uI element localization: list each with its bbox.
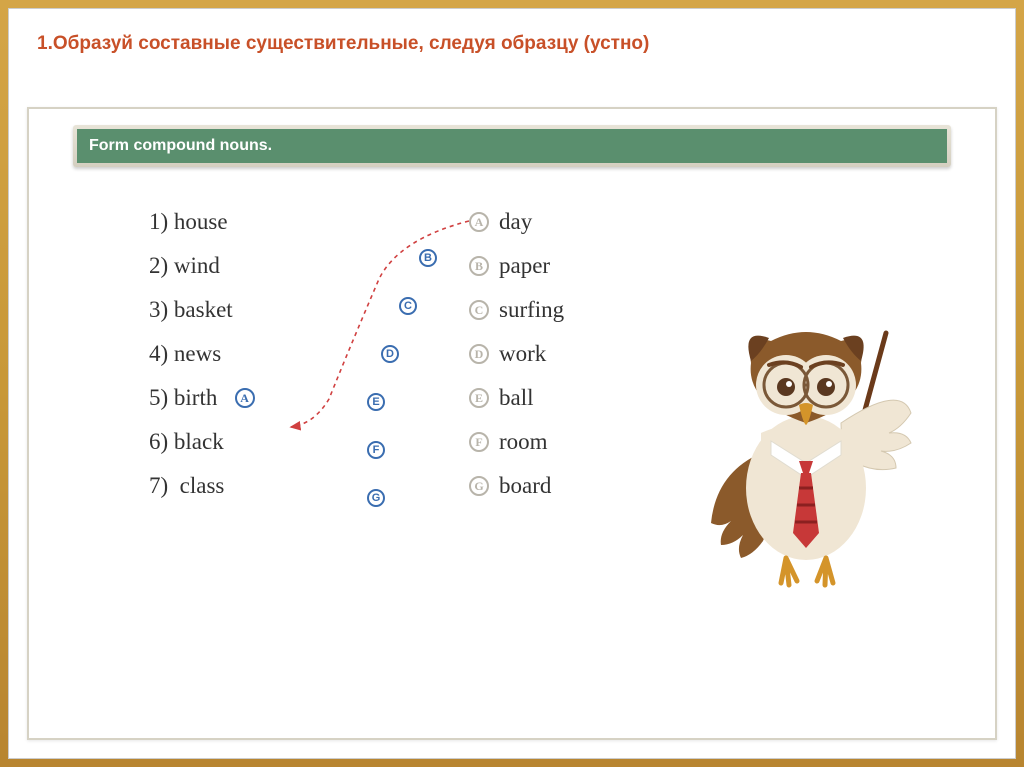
left-item: 2) wind: [149, 253, 265, 279]
right-column: Aday Bpaper Csurfing Dwork Eball Froom G…: [469, 209, 564, 517]
left-item: 3) basket: [149, 297, 265, 323]
letter-badge: B: [469, 256, 489, 276]
path-badge: D: [381, 345, 399, 363]
left-item: 7) class: [149, 473, 265, 499]
path-badge: F: [367, 441, 385, 459]
exercise-card: Form compound nouns. 1) house 2) wind 3)…: [27, 107, 997, 740]
path-badge: C: [399, 297, 417, 315]
left-item: 4) news: [149, 341, 265, 367]
letter-badge: E: [469, 388, 489, 408]
right-item: Gboard: [469, 473, 564, 499]
right-item: Aday: [469, 209, 564, 235]
left-column: 1) house 2) wind 3) basket 4) news 5) bi…: [149, 209, 265, 517]
right-item: Bpaper: [469, 253, 564, 279]
path-badge: B: [419, 249, 437, 267]
right-item: Csurfing: [469, 297, 564, 323]
header-bar: Form compound nouns.: [77, 129, 947, 163]
letter-badge: F: [469, 432, 489, 452]
outer-frame: 1.Образуй составные существительные, сле…: [8, 8, 1016, 759]
right-item: Dwork: [469, 341, 564, 367]
right-item: Eball: [469, 385, 564, 411]
right-item: Froom: [469, 429, 564, 455]
owl-illustration: [691, 313, 921, 613]
letter-badge: D: [469, 344, 489, 364]
answer-badge-a: A: [235, 388, 255, 408]
path-badge: E: [367, 393, 385, 411]
left-item: 1) house: [149, 209, 265, 235]
left-item: 6) black: [149, 429, 265, 455]
exercise-title: 1.Образуй составные существительные, сле…: [37, 33, 649, 55]
letter-badge: C: [469, 300, 489, 320]
letter-badge: A: [469, 212, 489, 232]
letter-badge: G: [469, 476, 489, 496]
content-zone: 1) house 2) wind 3) basket 4) news 5) bi…: [29, 199, 995, 738]
path-badge: G: [367, 489, 385, 507]
left-item: 5) birth A: [149, 385, 265, 411]
